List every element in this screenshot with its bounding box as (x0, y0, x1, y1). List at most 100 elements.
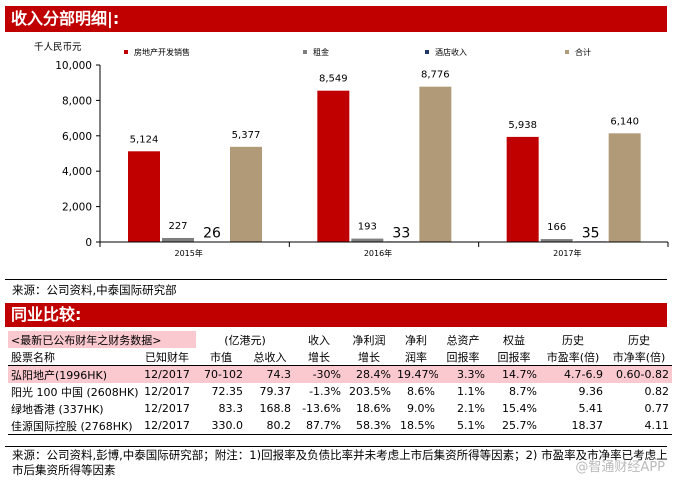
data-label: 227 (168, 221, 187, 232)
stock-name-cell: 佳源国际控股 (2768HK) (8, 417, 138, 435)
table-cell: 168.8 (259, 402, 292, 415)
revenue-bar-chart: 0 2,000 4,000 6,000 8,000 10,000 房地产开发销售 租金 酒店收… (34, 42, 669, 258)
stock-name-cell: 弘阳地产(1996HK) (8, 365, 138, 383)
header-cell: 总收入 (246, 348, 294, 366)
header-cell: 润率 (394, 348, 438, 366)
table-cell: 0.82 (644, 385, 670, 398)
legend-swatch (565, 50, 569, 54)
legend-swatch (425, 50, 429, 54)
y-tick-label: 6,000 (62, 131, 92, 143)
table-cell: 203.5% (349, 385, 391, 398)
y-axis-label: 千人民币元 (34, 42, 82, 53)
header-cell: 已知财年 (138, 348, 196, 366)
bar (128, 151, 160, 242)
data-label: 35 (582, 225, 600, 241)
data-label: 8,776 (421, 70, 450, 81)
table-cell: -30% (294, 365, 344, 383)
legend-label: 房地产开发销售 (134, 47, 190, 57)
data-label: 5,938 (508, 120, 537, 131)
source-note-table: 来源：公司资料,彭博,中泰国际研究部；附注：1)回报率及负债比率并未考虑上市后集… (12, 448, 668, 477)
table-cell: 12/2017 (138, 365, 196, 383)
legend-label: 合计 (575, 47, 591, 57)
header-cell: 总资产 (446, 333, 480, 347)
section-title-revenue: 收入分部明细|: (5, 6, 667, 32)
data-label: 5,377 (232, 130, 261, 141)
table-body: 弘阳地产(1996HK) 12/2017 70-102 74.3 -30% 28.4% 19… (8, 365, 672, 435)
table-cell: 74.3 (246, 365, 294, 383)
x-tick-label: 2015年 (174, 248, 202, 258)
y-tick-label: 8,000 (62, 95, 92, 107)
table-cell: 70-102 (196, 365, 246, 383)
table-cell: -13.6% (302, 402, 341, 415)
table-cell: 2.1% (457, 402, 485, 415)
table-cell: 19.47% (394, 365, 438, 383)
data-label: 33 (392, 225, 410, 241)
table-cell: 87.7% (294, 417, 344, 435)
bar (608, 133, 641, 242)
header-cell: 市盈率(倍) (540, 348, 606, 366)
table-cell: 28.4% (344, 365, 394, 383)
x-tick-label: 2017年 (553, 248, 581, 258)
bar (540, 239, 573, 242)
table-cell: 58.3% (344, 417, 394, 435)
table-unit: (亿港元) (224, 333, 266, 347)
table-cell: 9.0% (407, 402, 435, 415)
table-cell: 0.77 (644, 402, 670, 415)
data-label: 5,124 (130, 134, 159, 145)
table-cell: 8.7% (509, 385, 537, 398)
table-cell: 4.7-6.9 (540, 365, 606, 383)
table-cell: 1.1% (457, 385, 485, 398)
legend-swatch (124, 50, 128, 54)
y-tick-label: 2,000 (62, 202, 92, 214)
table-cell: 18.6% (356, 402, 391, 415)
x-tick-label: 2016年 (364, 248, 392, 258)
table-header-row-2: 股票名称 已知财年 市值 总收入 增长 增长 润率 回报率 回报率 市盈率(倍) 市净率(倍) (8, 348, 672, 366)
section-title-peers: 同业比较: (5, 303, 667, 327)
header-cell: 回报率 (438, 348, 488, 366)
table-cell: 9.36 (578, 385, 604, 398)
watermark: @智通财经APP (575, 460, 665, 475)
header-cell: 市净率(倍) (606, 348, 672, 366)
bar-series: 5,124 227 26 5,377 8,549 193 33 8,776 5,938 166 35… (128, 70, 641, 242)
chart-legend: 房地产开发销售 租金 酒店收入 合计 (124, 47, 591, 57)
source-note-chart: 来源：公司资料,中泰国际研究部 (12, 283, 177, 297)
header-cell: 市值 (196, 348, 246, 366)
table-cell: 3.3% (438, 365, 488, 383)
data-label: 6,140 (610, 116, 639, 127)
divider (5, 279, 667, 280)
legend-label: 酒店收入 (435, 47, 467, 57)
table-row: 弘阳地产(1996HK) 12/2017 70-102 74.3 -30% 28.4% 19… (8, 365, 672, 383)
y-tick-label: 10,000 (55, 60, 92, 72)
header-cell: 权益 (503, 333, 525, 347)
header-cell: 净利润 (352, 333, 386, 347)
table-cell: 18.5% (394, 417, 438, 435)
table-cell: 18.37 (540, 417, 606, 435)
bar (351, 238, 384, 242)
table-row: 绿地香港 (337HK) 12/2017 83.3 168.8 -13.6% 18.6% 9… (8, 400, 672, 417)
divider (5, 446, 667, 447)
header-cell: 收入 (308, 333, 330, 347)
table-header-row-1: <最新已公布财年之财务数据> (亿港元) 收入 净利润 净利 总资产 权益 历史… (8, 331, 672, 348)
peer-comparison-table: <最新已公布财年之财务数据> (亿港元) 收入 净利润 净利 总资产 权益 历史… (8, 331, 672, 435)
data-label: 26 (203, 226, 221, 242)
table-cell: 5.1% (438, 417, 488, 435)
legend-swatch (303, 50, 307, 54)
table-row: 佳源国际控股 (2768HK) 12/2017 330.0 80.2 87.7% 58.3… (8, 417, 672, 435)
data-label: 8,549 (319, 74, 348, 85)
header-cell: 历史 (562, 333, 584, 347)
bar (419, 86, 452, 242)
x-axis: 2015年 2016年 2017年 (99, 241, 669, 258)
header-cell: 历史 (628, 333, 650, 347)
data-label: 193 (358, 222, 377, 233)
table-note-label: <最新已公布财年之财务数据> (8, 331, 196, 348)
table-cell: 0.60-0.82 (606, 365, 672, 383)
table-cell: 8.6% (407, 385, 435, 398)
header-cell: 增长 (294, 348, 344, 366)
table-cell: 79.37 (259, 385, 292, 398)
table-cell: 5.41 (578, 402, 604, 415)
table-cell: 80.2 (246, 417, 294, 435)
stock-name-cell: 绿地香港 (337HK) (11, 402, 104, 416)
table-cell: 14.7% (488, 365, 540, 383)
table-cell: 4.11 (606, 417, 672, 435)
data-label: 166 (547, 222, 566, 233)
